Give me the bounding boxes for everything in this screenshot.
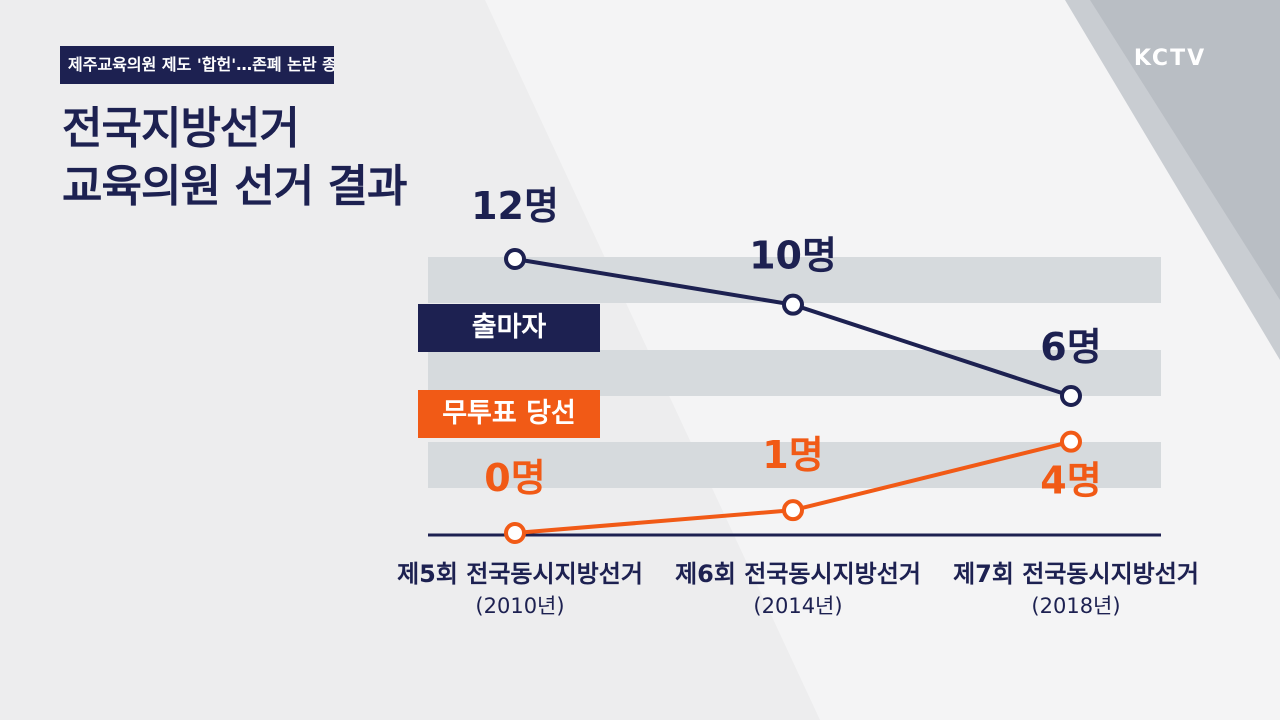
x-tick-label: 제6회 전국동시지방선거 xyxy=(675,560,921,588)
legend-applicants: 출마자 xyxy=(418,304,600,352)
data-label: 0명 xyxy=(484,456,545,500)
data-point xyxy=(782,499,804,522)
data-point xyxy=(1060,385,1082,407)
x-tick-sublabel: (2014년) xyxy=(753,594,842,618)
data-point xyxy=(1060,430,1082,453)
x-tick-sublabel: (2010년) xyxy=(475,594,564,618)
x-tick-label: 제7회 전국동시지방선거 xyxy=(953,560,1199,588)
x-tick-sublabel: (2018년) xyxy=(1031,594,1120,618)
data-point xyxy=(504,522,526,544)
series-layer: 12명 10명 6명 0명 1명 4명 xyxy=(471,184,1102,544)
data-point xyxy=(782,293,804,316)
grid-bands xyxy=(428,257,1161,488)
grid-band xyxy=(428,350,1161,396)
page-title: 전국지방선거 교육의원 선거 결과 xyxy=(62,100,482,216)
legend-uncontested-wins: 무투표 당선 xyxy=(418,390,600,438)
data-label: 6명 xyxy=(1040,325,1101,369)
title-line-1: 전국지방선거 xyxy=(62,103,300,154)
data-label: 12명 xyxy=(471,184,559,228)
data-point xyxy=(504,248,526,270)
data-label: 4명 xyxy=(1040,459,1101,503)
title-line-2: 교육의원 선거 결과 xyxy=(62,161,407,212)
data-label: 10명 xyxy=(749,234,837,278)
news-headline: 제주교육의원 제도 '합헌'…존폐 논란 종지부? xyxy=(60,46,334,84)
kctv-logo: KCTV xyxy=(1133,46,1207,71)
data-label: 1명 xyxy=(762,433,823,477)
x-axis-labels: 제5회 전국동시지방선거 (2010년) 제6회 전국동시지방선거 (2014년) 제7… xyxy=(397,560,1199,618)
x-tick-label: 제5회 전국동시지방선거 xyxy=(397,560,643,588)
